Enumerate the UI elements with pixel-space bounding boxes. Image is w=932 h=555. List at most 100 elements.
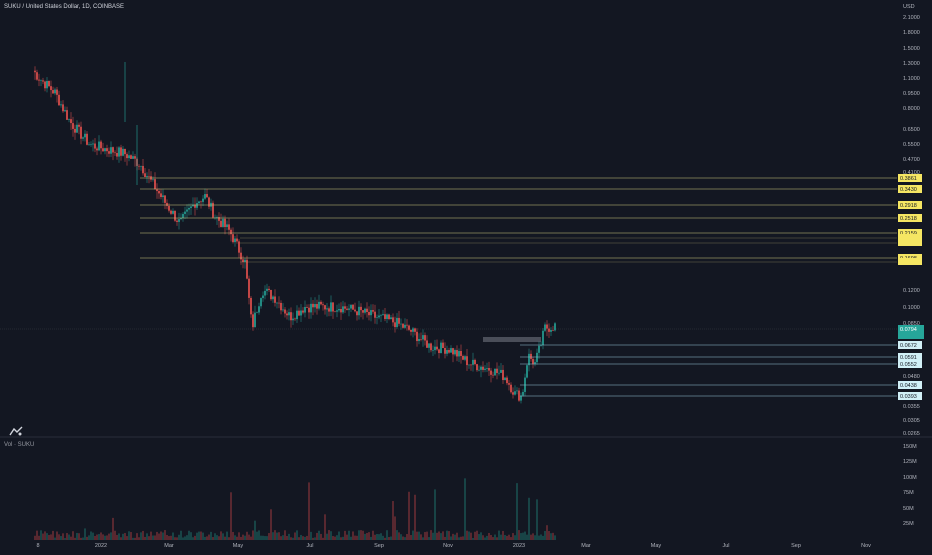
volume-bar [192,537,194,540]
candle-body [450,348,452,353]
candle-body [130,155,132,159]
volume-tick-label: 150M [903,444,917,450]
candle-body [156,189,158,192]
volume-bar [302,536,304,540]
candle-body [120,147,122,156]
volume-bar [274,530,276,540]
volume-bar [84,528,86,540]
volume-bar [56,531,58,540]
resistance-tag-extra [898,234,922,241]
time-tick-label: Jul [306,543,313,549]
volume-bar [186,535,188,540]
volume-bar [436,532,438,540]
volume-bar [278,532,280,540]
candle-body [400,323,402,325]
candle-body [484,368,486,370]
time-tick-label: May [651,543,662,549]
volume-bar [34,535,36,540]
candle-body [382,314,384,316]
candle-body [310,303,312,313]
candle-body [134,156,136,159]
volume-bar [288,533,290,540]
candle-body [76,124,78,133]
candle-body [296,310,298,320]
volume-bar [206,536,208,540]
candle-body [160,193,162,198]
candle-body [146,176,148,177]
candle-body [250,297,252,315]
volume-tick-label: 50M [903,506,914,512]
candle-body [464,356,466,360]
volume-bar [480,532,482,540]
volume-bar [326,533,328,540]
candle-body [36,72,38,80]
candle-body [374,311,376,318]
volume-bar [232,531,234,540]
volume-bar [50,534,52,540]
volume-bar [170,535,172,540]
candle-body [366,308,368,313]
candle-body [300,310,302,316]
volume-bar [270,509,272,540]
candle-body [422,335,424,340]
candle-body [230,229,232,235]
candle-body [392,317,394,323]
candle-body [308,307,310,313]
volume-bar [308,482,310,540]
volume-bar [122,533,124,540]
volume-bar [380,533,382,540]
candle-body [536,352,538,363]
candle-body [480,366,482,370]
volume-bar [152,535,154,540]
volume-bar [174,537,176,540]
candle-body [290,312,292,321]
candle-body [276,302,278,304]
volume-bar [418,531,420,540]
volume-bar [292,537,294,540]
candle-body [236,238,238,242]
volume-bar [114,530,116,540]
volume-bar [406,534,408,540]
volume-bar [282,535,284,540]
volume-bar [210,531,212,540]
candle-body [182,213,184,219]
volume-bar [412,530,414,540]
volume-bar [518,530,520,540]
volume-bar [238,532,240,540]
volume-bar [316,532,318,540]
candle-body [532,358,534,365]
candle-body [288,312,290,316]
candle-body [92,143,94,145]
time-tick-label: Jul [722,543,729,549]
candle-body [98,141,100,151]
candle-body [406,324,408,326]
candle-body [74,128,76,133]
candle-body [270,289,272,300]
volume-bar [78,533,80,540]
candle-body [202,198,204,202]
support-tag [898,392,922,400]
price-tick-label: 0.0305 [903,418,920,424]
volume-bar [444,536,446,540]
volume-bar [160,531,162,540]
candle-body [542,330,544,346]
volume-bar [148,536,150,540]
volume-bar [450,536,452,540]
volume-bar [368,532,370,540]
volume-bar [384,537,386,540]
candle-body [132,156,134,159]
candle-body [204,194,206,199]
candle-body [348,308,350,310]
support-tag-label: 0.0393 [900,394,917,400]
candle-body [46,80,48,89]
candle-body [334,311,336,313]
volume-bar [440,533,442,540]
candle-body [186,209,188,212]
candle-body [274,296,276,303]
candle-body [86,133,88,145]
candle-body [144,173,146,177]
candle-body [358,306,360,316]
time-tick-label: 2022 [95,543,107,549]
